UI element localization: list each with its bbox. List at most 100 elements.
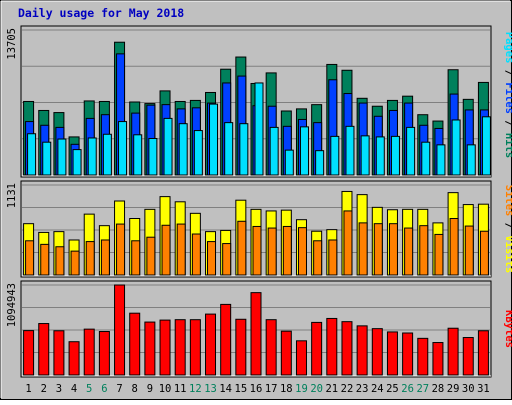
x-tick-label: 26 [401, 383, 414, 395]
bar-kbytes-day-13 [205, 313, 217, 376]
bar-sites-day-10 [161, 224, 171, 276]
legend-item-sites: Sites [503, 185, 512, 217]
bar-pages-day-4 [72, 149, 82, 176]
bar-kbytes-day-25 [386, 331, 398, 376]
bar-kbytes-day-5 [83, 328, 95, 376]
bar-pages-day-9 [148, 137, 158, 176]
panel-visits-sites: 1131 Sites / Visits [6, 180, 512, 278]
x-tick-label: 31 [477, 383, 490, 395]
bar-sites-day-19 [297, 227, 307, 276]
bar-pages-day-30 [466, 144, 476, 176]
bar-sites-day-11 [176, 223, 186, 276]
legend-item-kbytes: KBytes [503, 310, 512, 348]
bar-sites-day-18 [282, 225, 292, 276]
bar-kbytes-day-9 [144, 321, 156, 376]
bar-sites-day-22 [343, 210, 353, 276]
x-tick-label: 21 [325, 383, 338, 395]
bar-kbytes-day-8 [129, 312, 141, 376]
x-tick-label: 5 [86, 383, 92, 395]
x-tick-label: 22 [341, 383, 354, 395]
bar-pages-day-7 [118, 121, 128, 176]
x-tick-label: 24 [371, 383, 384, 395]
bar-pages-day-28 [436, 144, 446, 176]
bar-kbytes-day-27 [417, 337, 429, 376]
bar-kbytes-day-19 [295, 340, 307, 376]
bar-pages-day-21 [330, 135, 340, 176]
x-tick-label: 1 [25, 383, 31, 395]
x-tick-label: 4 [71, 383, 77, 395]
bar-kbytes-day-14 [220, 303, 232, 376]
bar-sites-day-13 [207, 241, 217, 276]
chart-title: Daily usage for May 2018 [18, 6, 184, 20]
bar-pages-day-23 [360, 135, 370, 176]
panel-hits-files-pages: 13705 Pages / Files / Hits [6, 25, 512, 178]
bar-pages-day-1 [27, 133, 37, 176]
bar-kbytes-day-3 [53, 330, 65, 376]
bar-pages-day-14 [224, 122, 234, 176]
bar-sites-day-12 [191, 233, 201, 276]
x-tick-label: 9 [147, 383, 153, 395]
bar-pages-day-25 [390, 135, 400, 176]
bar-kbytes-day-17 [265, 319, 277, 376]
bar-sites-day-4 [70, 250, 80, 276]
bar-sites-day-1 [25, 240, 35, 276]
bar-sites-day-28 [434, 233, 444, 276]
bar-sites-day-25 [388, 223, 398, 276]
bar-kbytes-day-26 [402, 332, 414, 376]
x-tick-label: 3 [56, 383, 62, 395]
bar-sites-day-31 [479, 230, 489, 276]
bar-kbytes-day-15 [235, 318, 247, 376]
x-tick-label: 12 [189, 383, 202, 395]
bar-pages-day-17 [269, 126, 279, 176]
bar-sites-day-15 [237, 220, 247, 276]
legend-hits-files-pages: Pages / Files / Hits [503, 32, 512, 158]
x-tick-label: 2 [41, 383, 47, 395]
bar-sites-day-8 [131, 240, 141, 276]
bar-pages-day-5 [87, 137, 97, 176]
x-tick-label: 25 [386, 383, 399, 395]
bar-kbytes-day-22 [341, 321, 353, 376]
bar-sites-day-26 [404, 227, 414, 276]
bar-pages-day-22 [345, 125, 355, 176]
bar-kbytes-day-24 [371, 328, 383, 376]
x-tick-label: 7 [116, 383, 122, 395]
bar-sites-day-5 [85, 241, 95, 276]
bar-pages-day-18 [284, 149, 294, 176]
x-tick-label: 10 [159, 383, 172, 395]
bar-kbytes-day-4 [68, 341, 80, 376]
bar-kbytes-day-7 [114, 284, 126, 376]
x-tick-label: 28 [432, 383, 445, 395]
bar-pages-day-26 [406, 126, 416, 176]
legend-separator: / [503, 63, 512, 82]
y-max-label: 1131 [6, 183, 18, 208]
bar-pages-day-16 [254, 82, 264, 176]
bar-pages-day-6 [102, 133, 112, 176]
legend-item-files: Files [503, 82, 512, 114]
bar-sites-day-6 [100, 239, 110, 276]
x-tick-label: 15 [235, 383, 248, 395]
bar-kbytes-day-10 [159, 319, 171, 376]
bar-kbytes-day-21 [326, 317, 338, 376]
bar-pages-day-24 [375, 136, 385, 176]
x-tick-label: 6 [101, 383, 107, 395]
bar-sites-day-30 [464, 225, 474, 276]
bar-sites-day-2 [40, 243, 50, 276]
bar-pages-day-19 [299, 126, 309, 176]
bar-sites-day-23 [358, 222, 368, 276]
bar-sites-day-24 [373, 223, 383, 276]
bar-pages-day-2 [42, 141, 52, 176]
bar-kbytes-day-11 [174, 319, 186, 376]
bar-kbytes-day-20 [311, 321, 323, 376]
bar-pages-day-11 [178, 123, 188, 176]
bar-pages-day-27 [421, 141, 431, 176]
x-tick-label: 14 [219, 383, 232, 395]
legend-item-visits: Visits [503, 235, 512, 273]
bar-pages-day-15 [239, 123, 249, 176]
bar-sites-day-7 [116, 223, 126, 276]
x-tick-label: 29 [447, 383, 460, 395]
x-tick-label: 11 [174, 383, 187, 395]
bar-pages-day-10 [163, 117, 173, 176]
bar-pages-day-29 [451, 119, 461, 176]
